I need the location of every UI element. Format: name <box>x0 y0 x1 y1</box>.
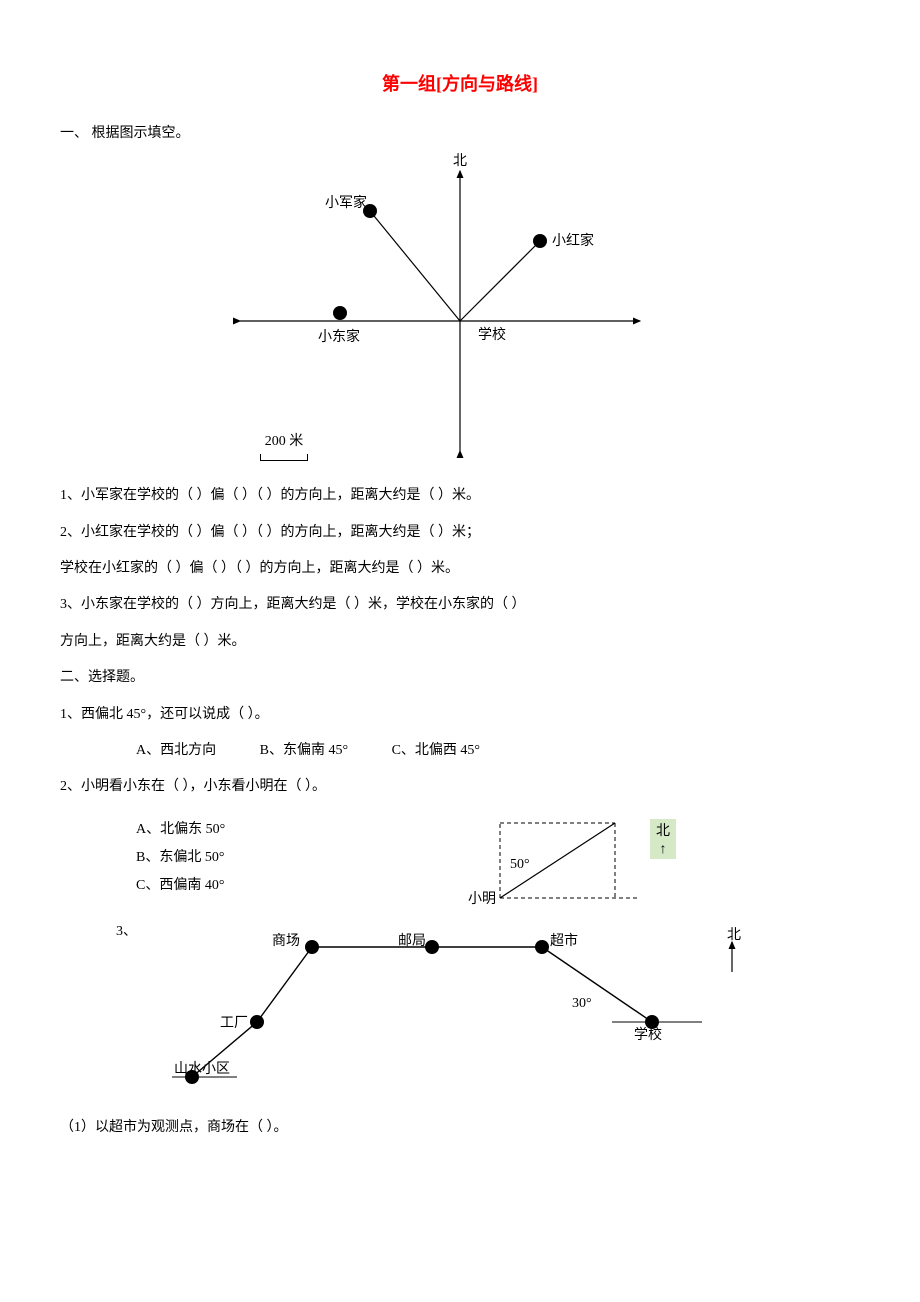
s2-q1-a: A、西北方向 <box>136 740 216 762</box>
d3-gongchang: 工厂 <box>220 1016 248 1031</box>
north-label: 北 <box>453 153 467 169</box>
d3-angle: 30° <box>572 996 592 1011</box>
s1-q1: 1、小军家在学校的（ ）偏（ ）（ ）的方向上，距离大约是（ ）米。 <box>60 485 860 507</box>
section2-header: 二、选择题。 <box>60 667 860 689</box>
s2-q1-stem: 1、西偏北 45°，还可以说成（ ）。 <box>60 704 860 726</box>
d3-chaoshi: 超市 <box>550 932 578 949</box>
s2-q3-sub1: （1）以超市为观测点，商场在（ ）。 <box>60 1117 860 1139</box>
s1-q2b: 学校在小红家的（ ）偏（ ）（ ）的方向上，距离大约是（ ）米。 <box>60 558 860 580</box>
p-xiaohong: 小红家 <box>552 232 594 249</box>
d3-xuexiao: 学校 <box>634 1026 662 1043</box>
s1-q2: 2、小红家在学校的（ ）偏（ ）（ ）的方向上，距离大约是（ ）米； <box>60 522 860 544</box>
scale: 200 米 <box>260 431 308 460</box>
p-xiaojun: 小军家 <box>325 194 367 211</box>
s1-q3: 3、小东家在学校的（ ）方向上，距离大约是（ ）米，学校在小东家的（ ） <box>60 594 860 616</box>
diagram3: 商场 邮局 超市 工厂 学校 山水小区 30° 北 <box>172 927 792 1087</box>
d3-north: 北 <box>727 927 741 943</box>
section1-header: 一、 根据图示填空。 <box>60 123 860 145</box>
s2-q3-prefix: 3、 <box>60 921 172 943</box>
center-label: 学校 <box>478 326 506 343</box>
s2-q1-b: B、东偏南 45° <box>260 740 348 762</box>
up-arrow-icon: ↑ <box>656 843 670 857</box>
d2-origin: 小明 <box>468 891 496 907</box>
diagram1-svg: 北 学校 小军家 小红家 小东家 <box>200 151 660 471</box>
s1-q3b: 方向上，距离大约是（ ）米。 <box>60 631 860 653</box>
d3-shangchang: 商场 <box>272 933 300 949</box>
p-xiaodong: 小东家 <box>318 328 360 345</box>
s2-q2-a: A、北偏东 50° <box>136 819 420 841</box>
page-title: 第一组[方向与路线] <box>60 70 860 99</box>
d2-north-label: 北 <box>656 824 670 839</box>
s2-q2-b: B、东偏北 50° <box>136 847 420 869</box>
scale-label: 200 米 <box>260 431 308 453</box>
diagram1: 北 学校 小军家 小红家 小东家 200 米 <box>200 151 860 471</box>
d2-angle: 50° <box>510 857 530 872</box>
diagram2: 50° 小明 北 ↑ <box>440 813 700 913</box>
d3-youju: 邮局 <box>398 933 426 949</box>
s2-q1-opts: A、西北方向 B、东偏南 45° C、北偏西 45° <box>136 740 860 762</box>
s2-q2-stem: 2、小明看小东在（ ），小东看小明在（ ）。 <box>60 776 860 798</box>
d3-shanshui: 山水小区 <box>174 1061 230 1077</box>
s2-q2-c: C、西偏南 40° <box>136 875 420 897</box>
d2-north-box: 北 ↑ <box>650 819 676 859</box>
s2-q1-c: C、北偏西 45° <box>392 740 480 762</box>
diagram3-svg: 商场 邮局 超市 工厂 学校 山水小区 30° 北 <box>172 927 792 1087</box>
